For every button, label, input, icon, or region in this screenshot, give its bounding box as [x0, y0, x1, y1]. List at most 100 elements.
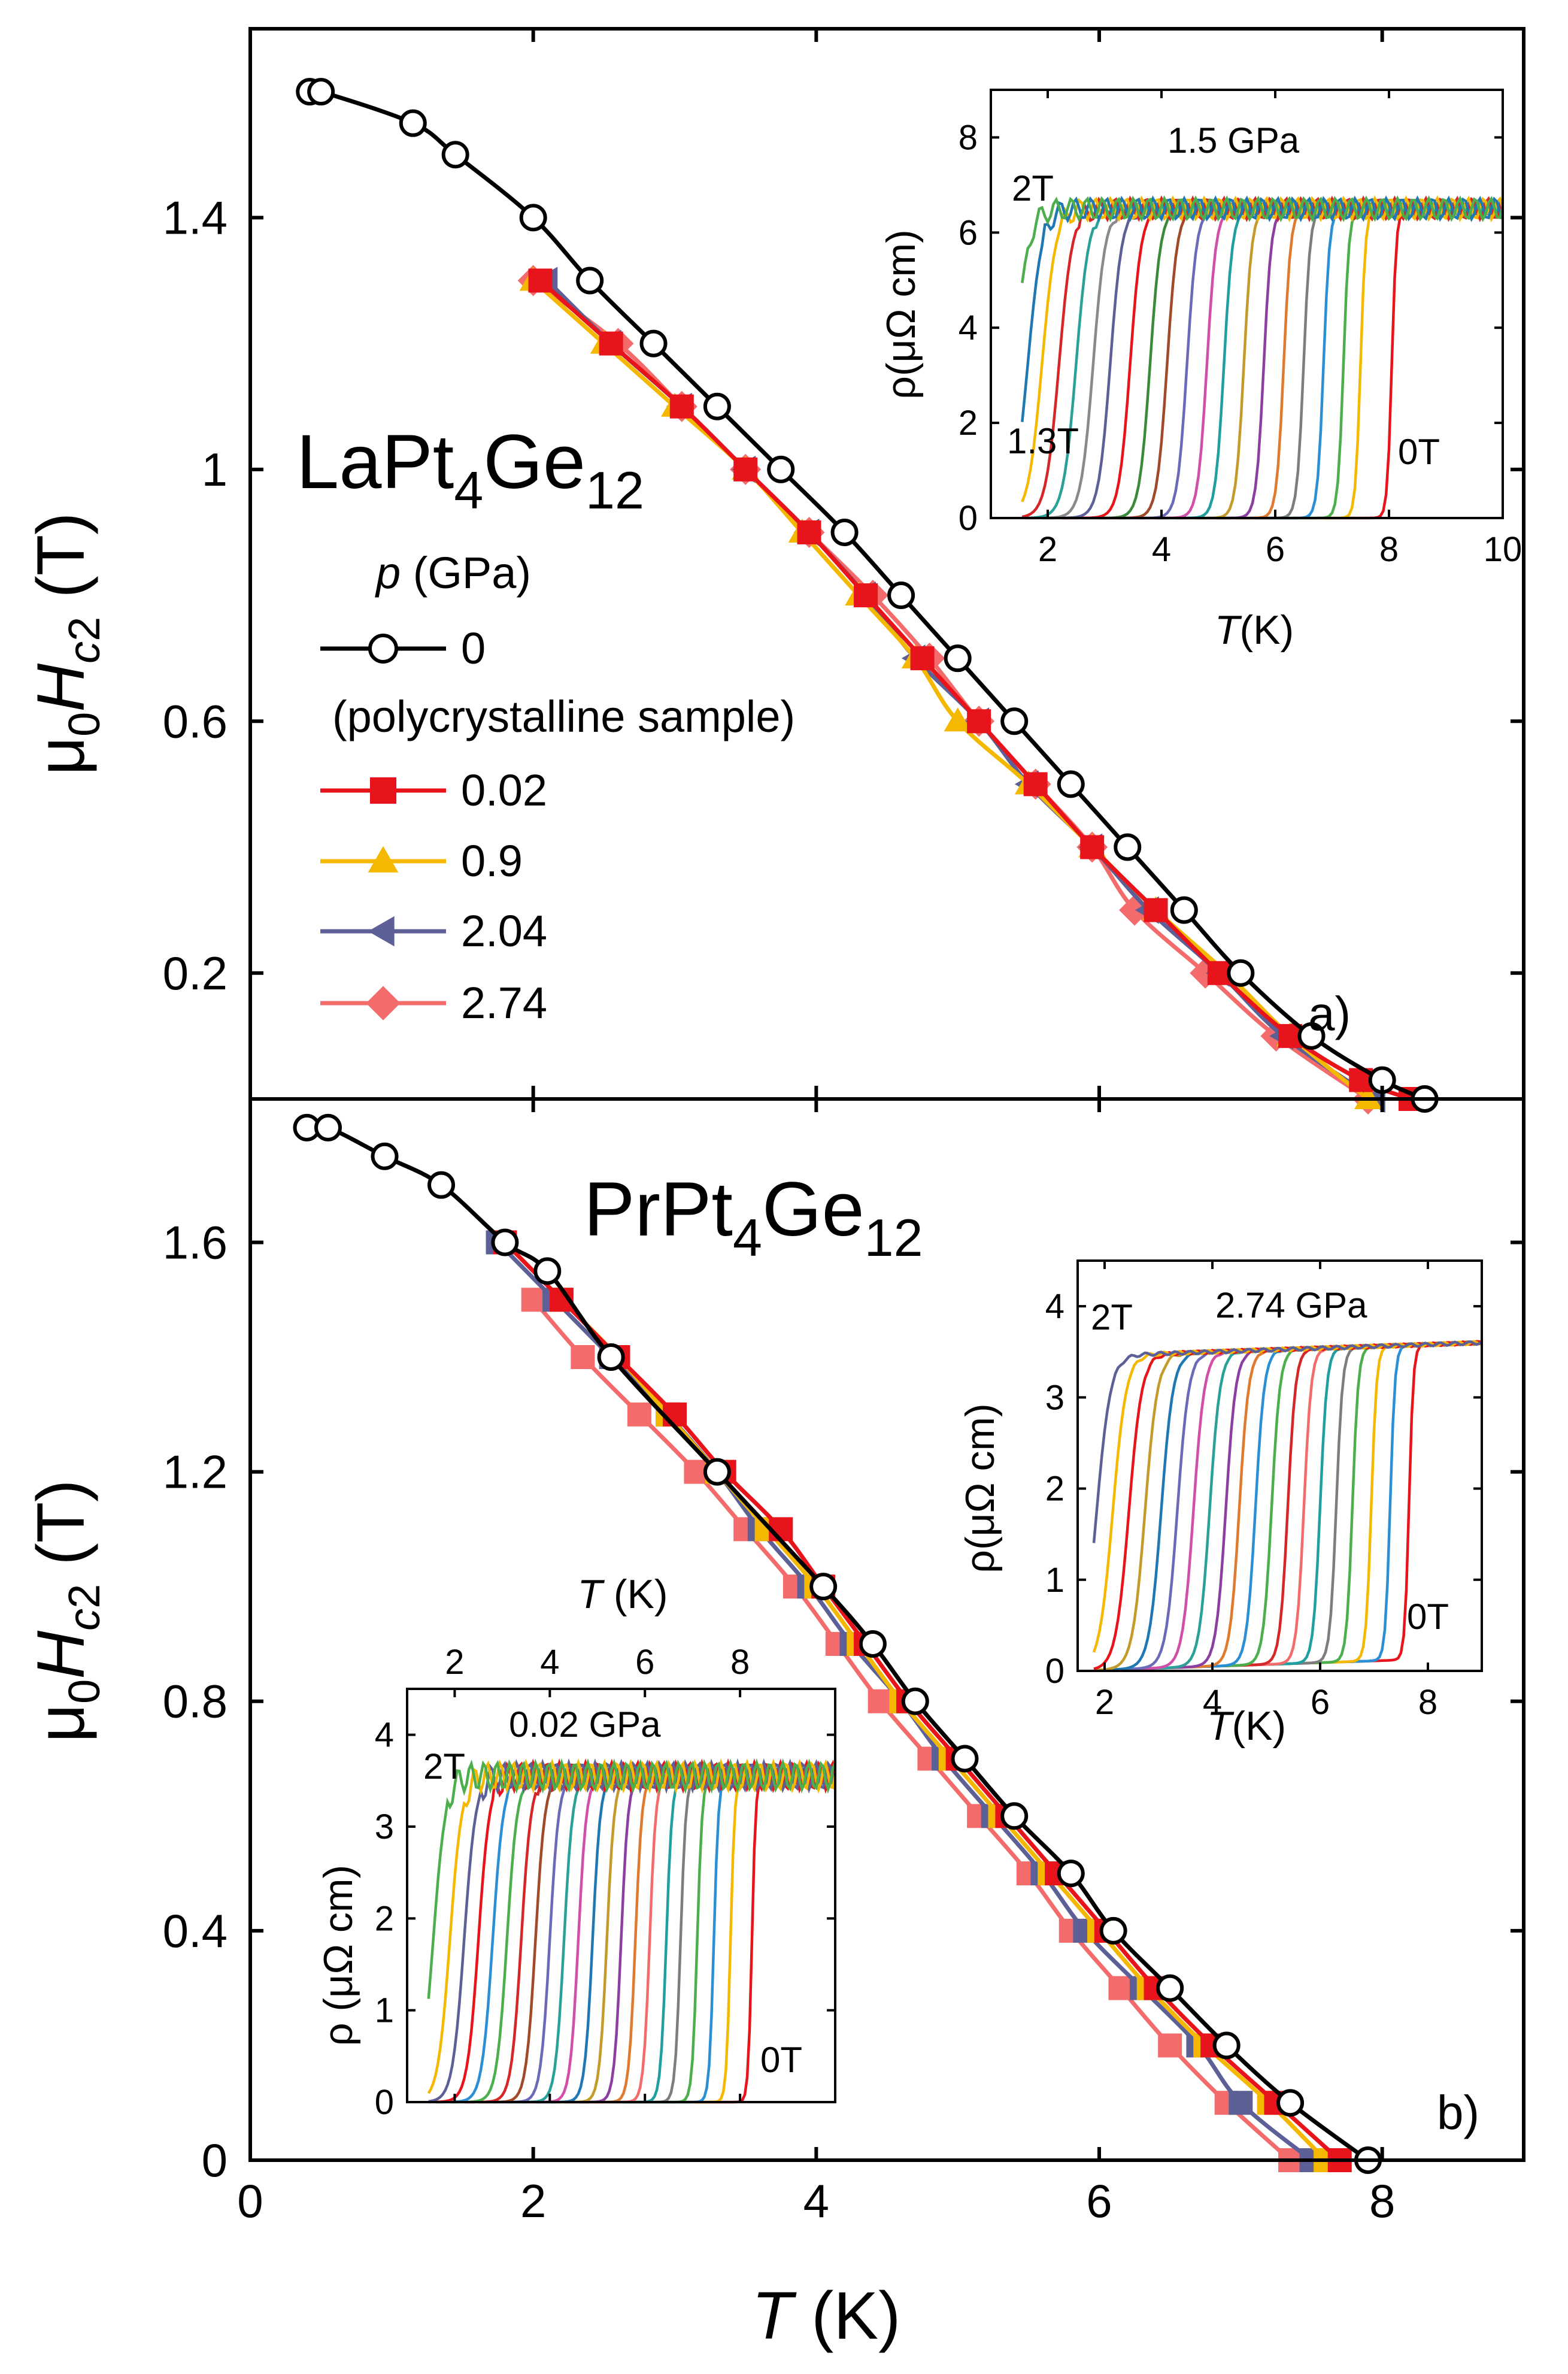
x-tick-label: 10 — [1484, 530, 1522, 569]
svg-text:ρ(μΩ cm): ρ(μΩ cm) — [957, 1403, 1003, 1573]
data-point-0 — [307, 78, 335, 106]
legend-entry-0: 0 — [461, 623, 486, 673]
data-point-2.04 — [1229, 2091, 1253, 2115]
inset-a-field-low: 1.3T — [1007, 421, 1079, 461]
axes-frame — [248, 1097, 1525, 2162]
data-point-0.02 — [528, 268, 553, 293]
data-point-0 — [944, 644, 972, 673]
panel-a-inset: 2 4 6 8 10 0 2 4 6 8 1.5 GPa 2T 1.3T 0T T(K) ρ(μΩ… — [878, 89, 1522, 653]
y-tick-label: 6 — [959, 213, 978, 252]
y-tick-label: 0 — [375, 2083, 394, 2122]
data-point-0 — [639, 329, 668, 358]
y-tick-label: 2 — [959, 404, 978, 443]
y-tick-label: 0 — [202, 2134, 228, 2187]
axes-frame — [406, 1688, 836, 2103]
legend-note: (polycrystalline sample) — [332, 692, 795, 741]
panel-b-inset1-axes: 2 4 6 8 0 1 2 3 4 — [1045, 1259, 1483, 1722]
data-point-0 — [1227, 959, 1255, 987]
data-point-2.74 — [1158, 2033, 1182, 2058]
y-tick-label: 2 — [1045, 1470, 1064, 1509]
data-point-0 — [491, 1228, 519, 1256]
y-tick-label: 1 — [202, 443, 228, 496]
data-point-0 — [1000, 707, 1029, 735]
data-point-0 — [533, 1257, 562, 1285]
svg-text:ρ (μΩ cm): ρ (μΩ cm) — [316, 1865, 361, 2046]
data-point-0 — [1276, 2089, 1305, 2117]
data-point-0 — [703, 1458, 731, 1486]
legend-marker-0.9 — [368, 846, 399, 873]
inset-curve-20 — [1021, 195, 1505, 283]
y-tick-label: 4 — [375, 1716, 394, 1755]
y-tick-label: 8 — [959, 118, 978, 157]
data-point-0.02 — [1080, 835, 1105, 859]
y-tick-label: 4 — [959, 308, 978, 347]
data-point-0 — [1057, 770, 1085, 798]
y-tick-label: 2 — [375, 1899, 394, 1938]
inset-b1-field-high: 2T — [1091, 1297, 1133, 1337]
x-tick-label: 6 — [635, 1643, 654, 1682]
x-tick-label: 8 — [1369, 2175, 1395, 2227]
x-tick-label: 2 — [1038, 530, 1057, 569]
y-tick-label: 1.6 — [163, 1216, 228, 1268]
panel-a-tag: a) — [1308, 987, 1351, 1040]
svg-text:μ0Hc2 (T): μ0Hc2 (T) — [23, 513, 109, 776]
axes-frame — [990, 89, 1504, 519]
data-point-0 — [427, 1171, 456, 1199]
data-point-0 — [901, 1687, 929, 1715]
legend-entry-0.02: 0.02 — [461, 765, 547, 815]
series-line-2.74 — [532, 1298, 1292, 2162]
data-point-0 — [1170, 896, 1198, 924]
inset-b2-xlabel: T (K) — [577, 1571, 668, 1617]
legend-marker-2.04 — [368, 916, 395, 947]
y-tick-label: 4 — [1045, 1287, 1064, 1326]
panel-a-legend: p (GPa) (polycrystalline sample) 0 0.02 … — [320, 548, 795, 1028]
series-line-0 — [307, 87, 1426, 1101]
data-point-0 — [767, 455, 795, 483]
data-point-0 — [859, 1630, 887, 1658]
panel-a-title: LaPt4Ge12 — [296, 419, 644, 520]
inset-b1-pressure: 2.74 GPa — [1215, 1285, 1367, 1325]
data-point-0.02 — [599, 331, 623, 356]
y-tick-label: 0.6 — [163, 695, 228, 747]
x-tick-label: 2 — [445, 1643, 464, 1682]
panel-b-inset2-curves — [427, 1758, 837, 2104]
y-tick-label: 0.2 — [163, 947, 228, 1000]
data-point-0 — [1114, 833, 1142, 861]
x-tick-label: 4 — [540, 1643, 559, 1682]
data-point-2.74 — [521, 1288, 545, 1312]
data-point-0 — [1212, 2031, 1241, 2060]
data-point-2.74 — [571, 1345, 595, 1370]
inset-b2-ylabel: ρ (μΩ cm) — [316, 1865, 361, 2046]
inset-curve-20 — [427, 1758, 837, 2094]
data-point-0.02 — [797, 520, 821, 544]
data-point-0.02 — [910, 646, 935, 671]
data-point-0 — [1297, 1022, 1326, 1050]
y-tick-label: 3 — [375, 1807, 394, 1846]
x-tick-label: 8 — [1418, 1683, 1437, 1722]
panel-b-tag: b) — [1437, 2086, 1479, 2139]
legend-entry-2.74: 2.74 — [461, 978, 547, 1028]
y-tick-label: 0.8 — [163, 1675, 228, 1728]
y-tick-label: 1 — [375, 1991, 394, 2030]
x-tick-label: 6 — [1266, 530, 1285, 569]
x-tick-label: 4 — [1203, 1683, 1222, 1722]
panel-a-inset-curves — [1021, 195, 1505, 520]
legend-title: p (GPa) — [375, 548, 531, 598]
panel-b-title: PrPt4Ge12 — [584, 1167, 923, 1267]
data-point-2.74 — [1108, 1976, 1133, 2000]
data-point-0 — [951, 1745, 979, 1773]
panel-a: 0.2 0.6 1 1.4 LaPt4Ge12 a) μ0Hc2 (T) p (GPa… — [23, 27, 1525, 1115]
data-point-0 — [1057, 1860, 1085, 1888]
legend-marker-0.02 — [370, 777, 396, 804]
y-tick-label: 1.4 — [163, 191, 228, 244]
legend-marker-0 — [368, 634, 398, 664]
inset-b2-field-zero: 0T — [760, 2040, 802, 2080]
data-point-0 — [371, 1142, 399, 1170]
data-point-0 — [1099, 1916, 1127, 1945]
panel-b: 0 2 4 6 800.40.81.21.6 PrPt4Ge12 b) μ0Hc2 (T… — [23, 1097, 1525, 2353]
data-point-0.02 — [1144, 898, 1168, 922]
data-point-0.02 — [663, 1402, 687, 1427]
inset-a-ylabel: ρ(μΩ cm) — [878, 229, 924, 399]
y-tick-label: 1.2 — [163, 1446, 228, 1498]
